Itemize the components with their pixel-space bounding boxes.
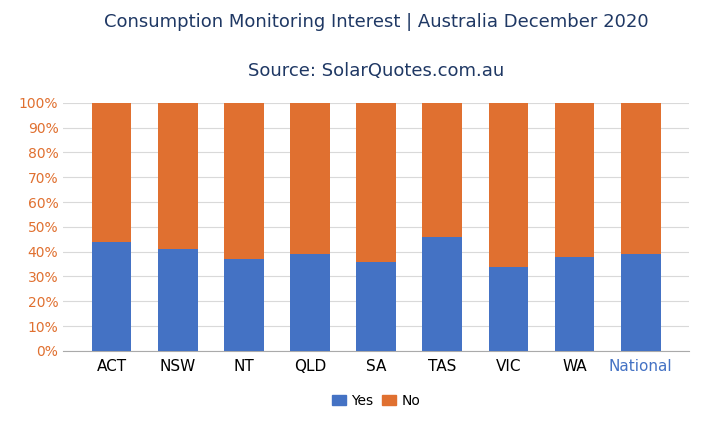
Bar [489, 267, 528, 351]
Bar [621, 103, 661, 254]
Bar [158, 249, 198, 351]
Bar [224, 259, 264, 351]
Bar [555, 103, 594, 257]
Bar [621, 254, 661, 351]
Bar [158, 103, 198, 249]
Legend: Yes, No: Yes, No [326, 389, 426, 413]
Bar [356, 262, 396, 351]
Bar [91, 103, 131, 242]
Bar [224, 103, 264, 259]
Bar [423, 237, 462, 351]
Bar [91, 242, 131, 351]
Bar [423, 103, 462, 237]
Bar [489, 103, 528, 267]
Bar [290, 254, 330, 351]
Bar [290, 103, 330, 254]
Text: Source: SolarQuotes.com.au: Source: SolarQuotes.com.au [248, 62, 504, 80]
Text: Consumption Monitoring Interest | Australia December 2020: Consumption Monitoring Interest | Austra… [104, 13, 648, 31]
Bar [356, 103, 396, 262]
Bar [555, 257, 594, 351]
